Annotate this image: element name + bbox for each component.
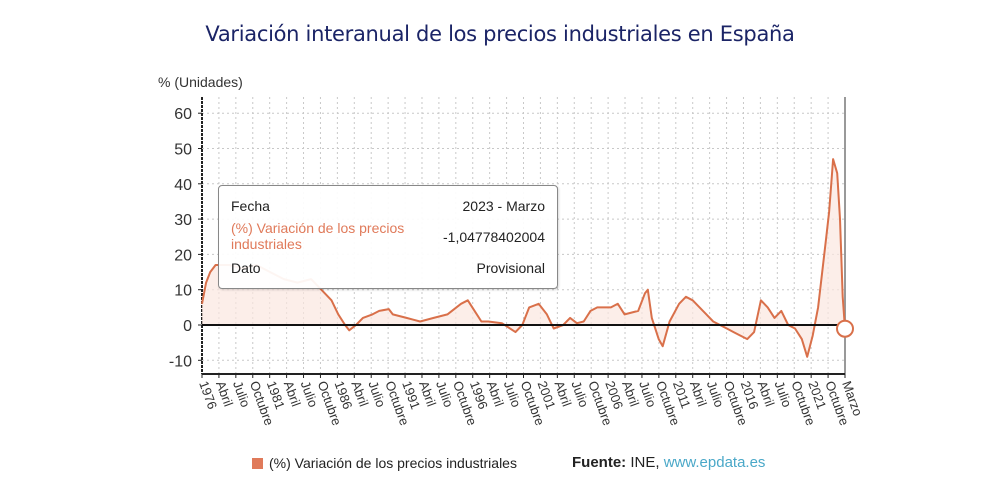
data-point xyxy=(733,331,735,333)
data-point xyxy=(692,299,694,301)
data-point xyxy=(406,317,408,319)
source-prefix: Fuente: xyxy=(572,454,627,471)
data-point xyxy=(433,317,435,319)
data-point xyxy=(337,313,339,315)
data-point xyxy=(685,296,687,298)
data-point xyxy=(644,292,646,294)
y-tick-label: 10 xyxy=(174,283,192,300)
data-point xyxy=(378,310,380,312)
data-point xyxy=(201,303,203,305)
data-point xyxy=(553,328,555,330)
data-point xyxy=(774,317,776,319)
data-tooltip: Fecha 2023 - Marzo (%) Variación de los … xyxy=(218,185,558,289)
data-point xyxy=(460,303,462,305)
data-point xyxy=(832,158,834,160)
tooltip-dato-value: Provisional xyxy=(476,260,545,276)
data-point xyxy=(362,317,364,319)
data-point xyxy=(712,321,714,323)
data-point xyxy=(487,321,489,323)
y-tick-label: 60 xyxy=(174,106,192,123)
data-point xyxy=(546,313,548,315)
legend-label: (%) Variación de los precios industriale… xyxy=(269,455,517,471)
data-point xyxy=(209,271,211,273)
data-point xyxy=(836,172,838,174)
data-point xyxy=(739,335,741,337)
data-point xyxy=(596,306,598,308)
data-point xyxy=(651,317,653,319)
data-point xyxy=(348,329,350,331)
data-point xyxy=(624,313,626,315)
data-point xyxy=(538,303,540,305)
data-point xyxy=(806,356,808,358)
y-tick-label: 30 xyxy=(174,212,192,229)
data-point xyxy=(515,331,517,333)
data-point xyxy=(825,236,827,238)
data-point xyxy=(610,306,612,308)
data-point xyxy=(780,310,782,312)
legend-swatch-icon xyxy=(252,457,263,469)
data-point xyxy=(839,218,841,220)
data-point xyxy=(590,310,592,312)
data-point xyxy=(501,322,503,324)
data-point xyxy=(753,331,755,333)
data-point xyxy=(760,299,762,301)
data-point xyxy=(446,313,448,315)
tooltip-fecha-value: 2023 - Marzo xyxy=(462,198,545,214)
data-point xyxy=(647,289,649,291)
data-point xyxy=(812,335,814,337)
data-point xyxy=(583,321,585,323)
data-point xyxy=(371,313,373,315)
data-point xyxy=(746,338,748,340)
data-point xyxy=(662,345,664,347)
data-point xyxy=(331,299,333,301)
data-point xyxy=(392,313,394,315)
data-point xyxy=(678,303,680,305)
data-point xyxy=(794,328,796,330)
source-name: INE, xyxy=(630,454,660,471)
data-point xyxy=(324,292,326,294)
data-point xyxy=(576,322,578,324)
data-point xyxy=(215,264,217,266)
data-point xyxy=(419,321,421,323)
data-point xyxy=(205,282,207,284)
y-axis-label: % (Unidades) xyxy=(158,74,243,90)
tooltip-dato-label: Dato xyxy=(231,260,261,276)
legend[interactable]: (%) Variación de los precios industriale… xyxy=(252,455,517,471)
data-point xyxy=(569,317,571,319)
data-point xyxy=(388,308,390,310)
data-point xyxy=(767,306,769,308)
data-point xyxy=(705,313,707,315)
y-tick-label: 0 xyxy=(183,318,192,335)
data-point xyxy=(842,296,844,298)
data-point xyxy=(669,321,671,323)
data-point xyxy=(801,338,803,340)
data-point xyxy=(699,306,701,308)
data-point xyxy=(474,310,476,312)
chart-title: Variación interanual de los precios indu… xyxy=(205,22,795,46)
source-credit: Fuente: INE, www.epdata.es xyxy=(572,454,765,471)
data-point xyxy=(637,310,639,312)
series-area xyxy=(202,159,845,357)
data-point xyxy=(528,306,530,308)
y-tick-label: -10 xyxy=(169,353,192,370)
data-point xyxy=(817,306,819,308)
data-point xyxy=(828,211,830,213)
data-point xyxy=(821,271,823,273)
data-point xyxy=(412,319,414,321)
tooltip-fecha-label: Fecha xyxy=(231,198,270,214)
data-point xyxy=(467,299,469,301)
data-point xyxy=(726,328,728,330)
tooltip-series-value: -1,04778402004 xyxy=(443,229,545,245)
y-tick-label: 40 xyxy=(174,177,192,194)
data-point xyxy=(658,338,660,340)
source-link[interactable]: www.epdata.es xyxy=(663,454,766,471)
highlight-point-marker xyxy=(836,319,854,338)
data-point xyxy=(617,303,619,305)
tooltip-series-label: (%) Variación de los precios industriale… xyxy=(231,220,405,252)
data-point xyxy=(480,321,482,323)
y-tick-label: 50 xyxy=(174,142,192,159)
y-tick-label: 20 xyxy=(174,247,192,264)
data-point xyxy=(831,176,833,178)
